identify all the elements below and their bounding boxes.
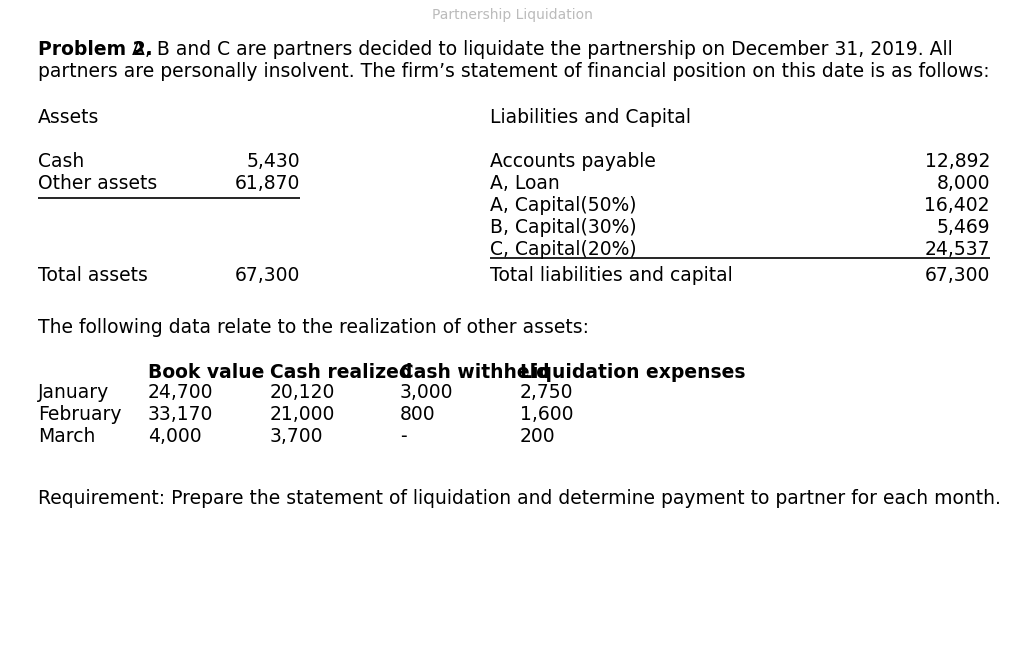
Text: January: January — [38, 383, 110, 402]
Text: 3,700: 3,700 — [270, 427, 324, 446]
Text: The following data relate to the realization of other assets:: The following data relate to the realiza… — [38, 318, 589, 337]
Text: 800: 800 — [400, 405, 435, 424]
Text: 20,120: 20,120 — [270, 383, 336, 402]
Text: Cash withheld: Cash withheld — [400, 363, 550, 382]
Text: 24,537: 24,537 — [925, 240, 990, 259]
Text: B, Capital(30%): B, Capital(30%) — [490, 218, 637, 237]
Text: Accounts payable: Accounts payable — [490, 152, 656, 171]
Text: 24,700: 24,700 — [148, 383, 213, 402]
Text: Book value: Book value — [148, 363, 264, 382]
Text: Cash: Cash — [38, 152, 84, 171]
Text: 12,892: 12,892 — [925, 152, 990, 171]
Text: 200: 200 — [520, 427, 556, 446]
Text: Total assets: Total assets — [38, 266, 147, 285]
Text: 67,300: 67,300 — [925, 266, 990, 285]
Text: 5,430: 5,430 — [247, 152, 300, 171]
Text: 61,870: 61,870 — [234, 174, 300, 193]
Text: 16,402: 16,402 — [925, 196, 990, 215]
Text: Requirement: Prepare the statement of liquidation and determine payment to partn: Requirement: Prepare the statement of li… — [38, 489, 1000, 508]
Text: A, B and C are partners decided to liquidate the partnership on December 31, 201: A, B and C are partners decided to liqui… — [126, 40, 952, 59]
Text: 2,750: 2,750 — [520, 383, 573, 402]
Text: Assets: Assets — [38, 108, 99, 127]
Text: 4,000: 4,000 — [148, 427, 202, 446]
Text: February: February — [38, 405, 122, 424]
Text: partners are personally insolvent. The firm’s statement of financial position on: partners are personally insolvent. The f… — [38, 62, 989, 81]
Text: A, Capital(50%): A, Capital(50%) — [490, 196, 637, 215]
Text: Cash realized: Cash realized — [270, 363, 413, 382]
Text: Other assets: Other assets — [38, 174, 158, 193]
Text: Liquidation expenses: Liquidation expenses — [520, 363, 745, 382]
Text: 5,469: 5,469 — [936, 218, 990, 237]
Text: -: - — [400, 427, 407, 446]
Text: Liabilities and Capital: Liabilities and Capital — [490, 108, 691, 127]
Text: Total liabilities and capital: Total liabilities and capital — [490, 266, 733, 285]
Text: C, Capital(20%): C, Capital(20%) — [490, 240, 637, 259]
Text: A, Loan: A, Loan — [490, 174, 560, 193]
Text: 3,000: 3,000 — [400, 383, 454, 402]
Text: Partnership Liquidation: Partnership Liquidation — [431, 8, 593, 22]
Text: March: March — [38, 427, 95, 446]
Text: 1,600: 1,600 — [520, 405, 573, 424]
Text: 8,000: 8,000 — [937, 174, 990, 193]
Text: 67,300: 67,300 — [234, 266, 300, 285]
Text: Problem 2.: Problem 2. — [38, 40, 153, 59]
Text: 33,170: 33,170 — [148, 405, 213, 424]
Text: 21,000: 21,000 — [270, 405, 336, 424]
